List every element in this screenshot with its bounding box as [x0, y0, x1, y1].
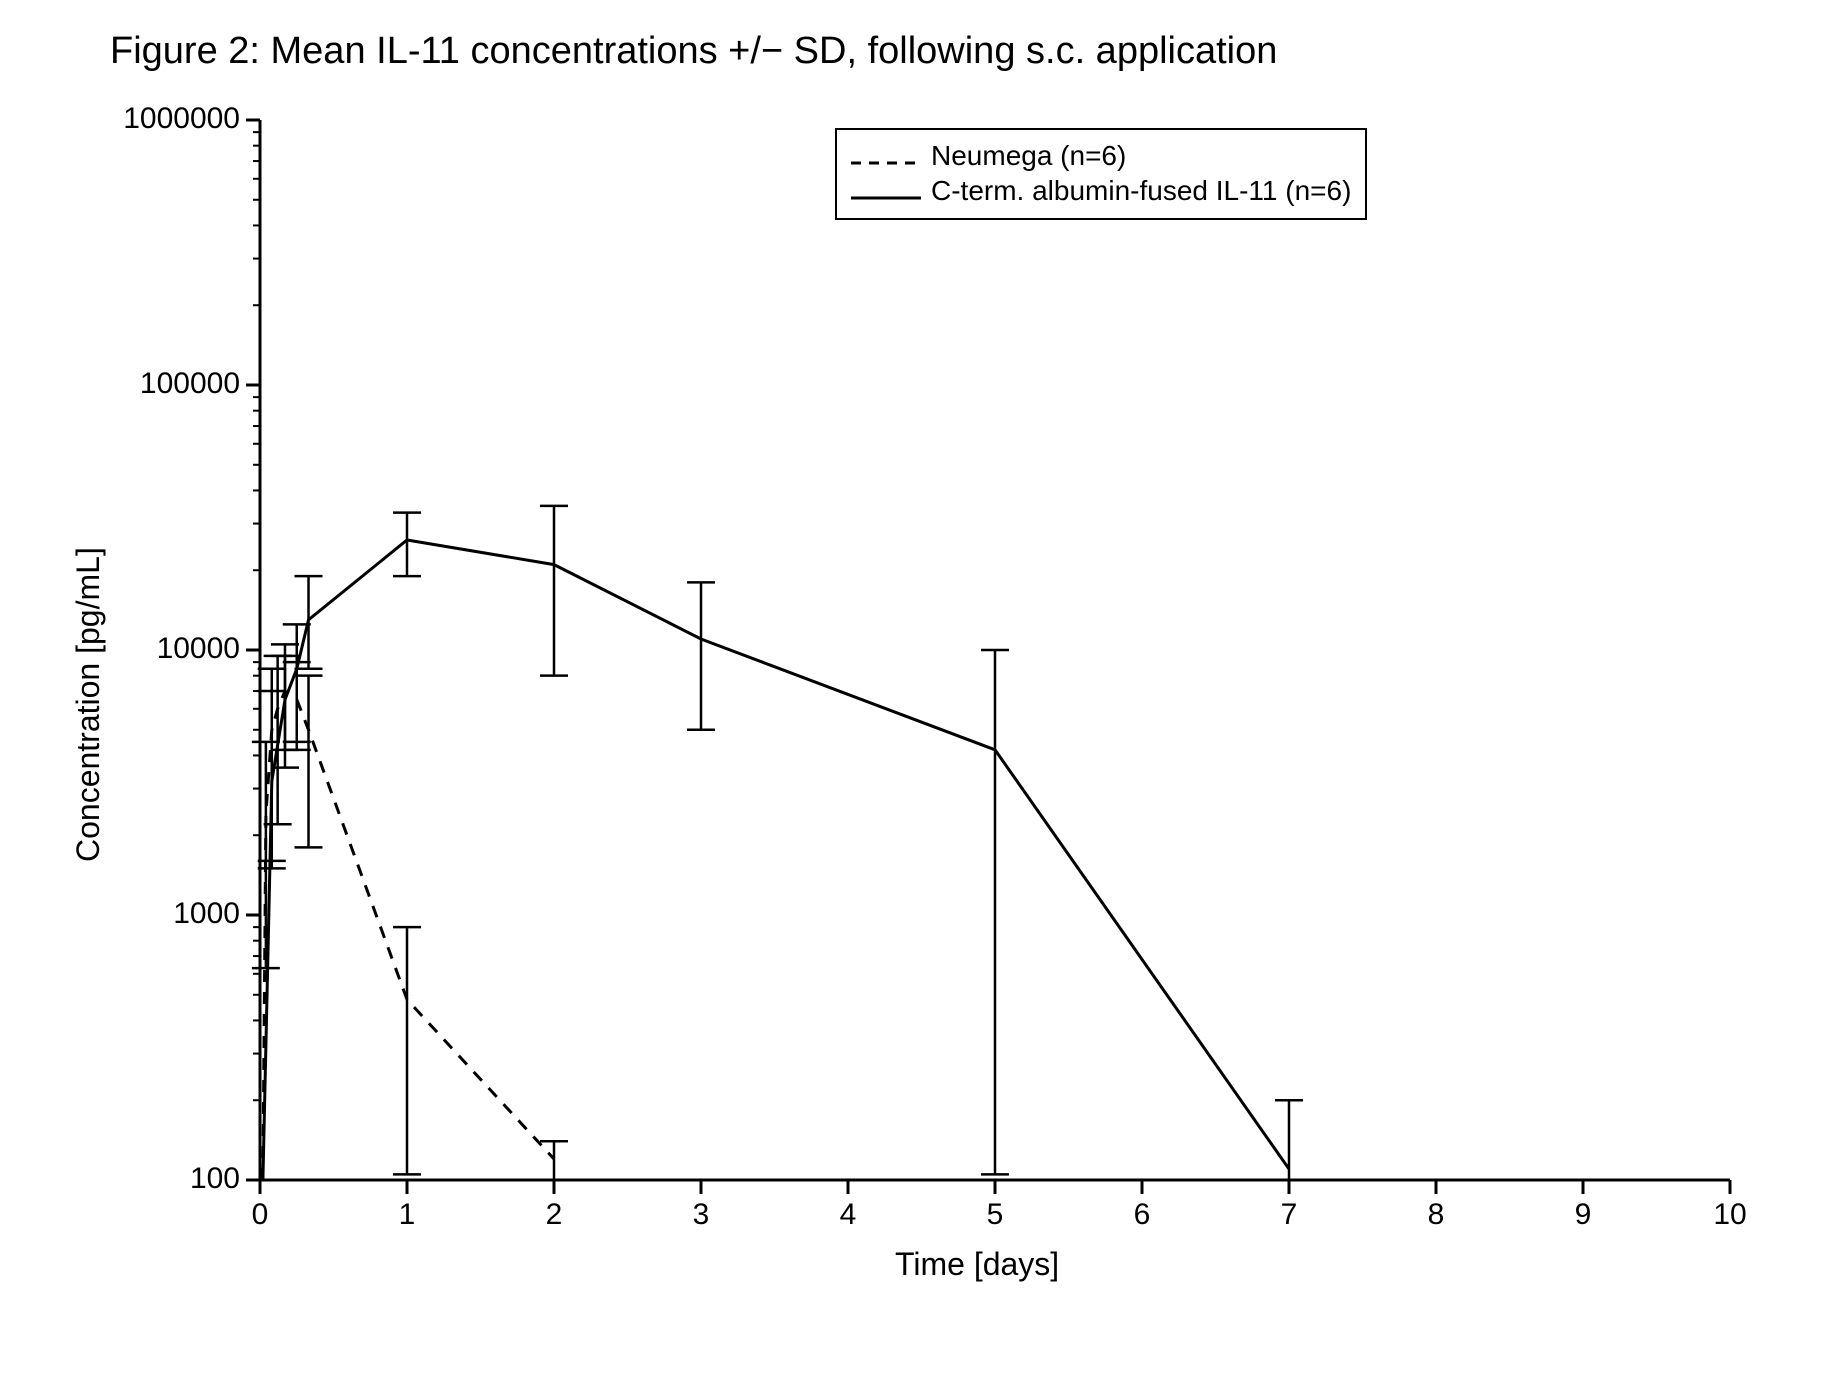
x-tick-label: 1	[387, 1198, 427, 1232]
y-tick-label: 1000	[80, 897, 240, 931]
y-tick-label: 100000	[80, 367, 240, 401]
x-tick-label: 9	[1563, 1198, 1603, 1232]
y-tick-label: 1000000	[80, 102, 240, 136]
legend-line-icon	[851, 181, 921, 201]
x-tick-label: 10	[1710, 1198, 1750, 1232]
x-tick-label: 2	[534, 1198, 574, 1232]
legend-label: Neumega (n=6)	[931, 138, 1126, 173]
y-tick-label: 10000	[80, 632, 240, 666]
x-tick-label: 6	[1122, 1198, 1162, 1232]
x-tick-label: 4	[828, 1198, 868, 1232]
x-tick-label: 8	[1416, 1198, 1456, 1232]
legend-box: Neumega (n=6)C‑term. albumin‑fused IL‑11…	[835, 128, 1367, 220]
x-tick-label: 0	[240, 1198, 280, 1232]
y-tick-label: 100	[80, 1162, 240, 1196]
legend-label: C‑term. albumin‑fused IL‑11 (n=6)	[931, 173, 1351, 208]
y-axis-label: Concentration [pg/mL]	[70, 547, 107, 862]
figure-container: Figure 2: Mean IL‑11 concentrations +/− …	[0, 0, 1829, 1397]
legend-item: Neumega (n=6)	[851, 138, 1351, 173]
legend-item: C‑term. albumin‑fused IL‑11 (n=6)	[851, 173, 1351, 208]
x-tick-label: 3	[681, 1198, 721, 1232]
x-tick-label: 7	[1269, 1198, 1309, 1232]
x-axis-label: Time [days]	[895, 1246, 1059, 1283]
legend-line-icon	[851, 146, 921, 166]
x-tick-label: 5	[975, 1198, 1015, 1232]
